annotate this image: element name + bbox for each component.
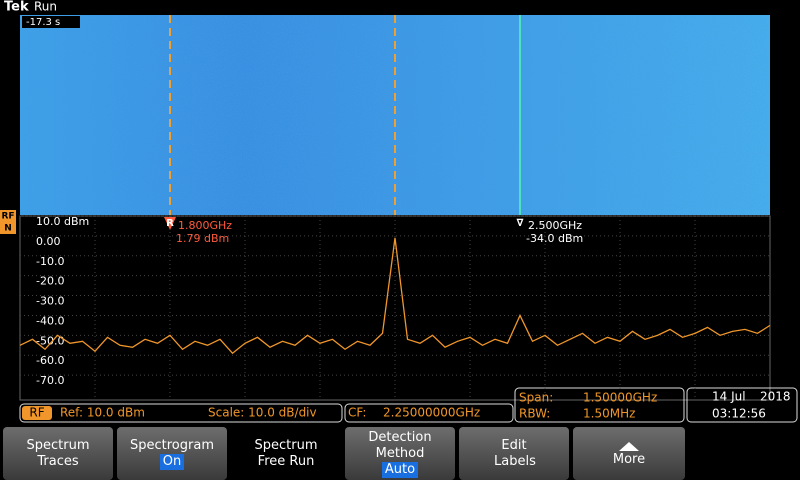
date: 14 Jul — [712, 390, 746, 404]
button-label: Detection Method — [368, 429, 432, 461]
run-state: Run — [34, 0, 57, 14]
marker-symbol: ∇ — [517, 218, 524, 229]
menu-button[interactable]: Spectrogram On — [117, 427, 227, 480]
y-tick-label: -70.0 — [36, 374, 64, 387]
rf-badge-text: N — [4, 224, 12, 234]
button-label: Spectrum Free Run — [254, 437, 318, 469]
status-box — [514, 387, 685, 423]
rf-tag-text: RF — [29, 406, 44, 420]
button-label: Spectrum Traces — [26, 437, 90, 469]
y-tick-label: -10.0 — [36, 255, 64, 268]
y-tick-label: 0.00 — [36, 235, 61, 248]
time: 03:12:56 — [712, 407, 766, 421]
rbw-value: 1.50MHz — [583, 407, 635, 421]
y-tick-label: -50.0 — [36, 334, 64, 347]
marker-level: 1.79 dBm — [176, 232, 229, 245]
y-tick-label: -20.0 — [36, 275, 64, 288]
cf-label: CF: — [348, 406, 366, 420]
time-box — [22, 16, 80, 28]
y-tick-label: -40.0 — [36, 314, 64, 327]
button-label: More — [612, 451, 646, 467]
button-label: Spectrogram — [130, 437, 214, 453]
rf-badge — [0, 210, 16, 234]
y-tick-label: -60.0 — [36, 354, 64, 367]
y-tick-label: -30.0 — [36, 295, 64, 308]
marker-level: -34.0 dBm — [526, 232, 583, 245]
up-arrow — [619, 441, 639, 451]
status-box — [344, 403, 514, 423]
marker-symbol: R — [166, 218, 174, 229]
status-box — [686, 387, 798, 423]
ref-level: Ref: 10.0 dBm — [60, 406, 145, 420]
time-offset: -17.3 s — [26, 17, 60, 28]
menu-button[interactable]: Spectrum Traces — [3, 427, 113, 480]
button-label: Edit Labels — [494, 437, 536, 469]
span-value: 1.50000GHz — [583, 391, 657, 405]
button-state: On — [159, 453, 185, 470]
year: 2018 — [760, 390, 791, 404]
menu-button[interactable]: Spectrum Free Run — [231, 427, 341, 480]
scale: Scale: 10.0 dB/div — [208, 406, 317, 420]
y-tick-label: 10.0 dBm — [36, 215, 89, 228]
cf-value: 2.25000000GHz — [383, 406, 480, 420]
menu-button[interactable]: Edit Labels — [459, 427, 569, 480]
marker-flag — [164, 217, 176, 230]
button-state: Auto — [381, 461, 419, 478]
scope-display: Tek Run -17.3 s RF N RF Ref: 10.0 dBm Sc… — [0, 0, 798, 423]
span-label: Span: — [519, 391, 553, 405]
status-box — [19, 403, 343, 423]
spectrum-trace — [19, 237, 771, 355]
rf-tag — [22, 406, 52, 420]
menu-button[interactable]: Detection Method Auto — [345, 427, 455, 480]
brand: Tek — [4, 0, 29, 15]
rbw-label: RBW: — [519, 407, 550, 421]
menu-button[interactable]: More — [573, 427, 685, 480]
marker-frequency: 2.500GHz — [528, 219, 582, 232]
marker-frequency: 1.800GHz — [178, 219, 232, 232]
rf-badge-text: RF — [1, 212, 14, 222]
